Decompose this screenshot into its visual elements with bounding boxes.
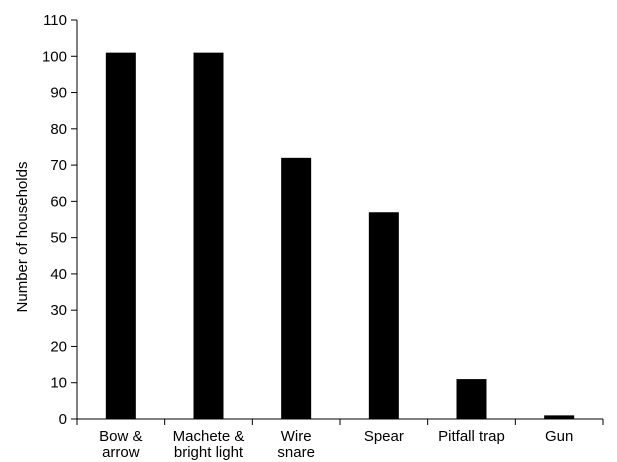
x-tick-label: Bow & bbox=[99, 428, 142, 445]
x-tick-label: arrow bbox=[102, 444, 140, 461]
y-tick-label: 50 bbox=[50, 230, 67, 247]
x-tick-label: snare bbox=[277, 444, 315, 461]
y-tick-label: 40 bbox=[50, 266, 67, 283]
y-tick-label: 30 bbox=[50, 302, 67, 319]
y-tick-label: 110 bbox=[43, 12, 67, 29]
x-tick-label: Pitfall trap bbox=[438, 428, 505, 445]
y-tick-label: 70 bbox=[50, 157, 67, 174]
bar bbox=[368, 212, 399, 419]
y-axis: 0 10 20 30 40 50 60 70 80 90 100 110 bbox=[42, 12, 78, 428]
y-tick-label: 90 bbox=[50, 85, 67, 102]
bar bbox=[193, 52, 224, 420]
bar bbox=[456, 379, 487, 419]
y-tick-label: 80 bbox=[50, 121, 67, 138]
x-axis: Bow &arrow Machete &bright light Wiresnare… bbox=[76, 418, 604, 461]
y-axis-title: Number of households bbox=[14, 162, 31, 313]
y-tick-label: 0 bbox=[59, 411, 67, 428]
bars bbox=[105, 52, 575, 420]
x-tick-label: Gun bbox=[545, 428, 573, 445]
y-tick-label: 60 bbox=[50, 193, 67, 210]
bar bbox=[105, 52, 136, 420]
y-tick-label: 100 bbox=[42, 48, 67, 65]
x-tick-label: Machete & bbox=[173, 428, 245, 445]
x-tick-label: Spear bbox=[364, 428, 404, 445]
bar bbox=[544, 415, 575, 419]
y-tick-label: 10 bbox=[50, 375, 67, 392]
y-tick-label: 20 bbox=[50, 338, 67, 355]
x-tick-label: bright light bbox=[174, 444, 244, 461]
bar bbox=[281, 157, 312, 419]
x-tick-label: Wire bbox=[281, 428, 312, 445]
